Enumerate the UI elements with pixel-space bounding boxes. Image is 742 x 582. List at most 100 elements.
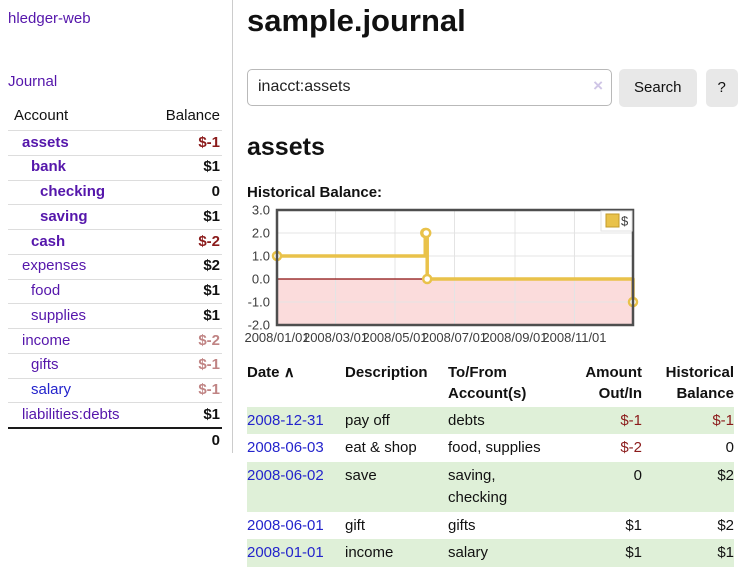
svg-text:$: $ [621, 213, 629, 228]
register-table: Date ∧ Description To/From Account(s) Am… [247, 359, 734, 568]
transaction-balance: $2 [717, 516, 734, 534]
transaction-date-link[interactable]: 2008-06-01 [247, 516, 324, 534]
transaction-amount: $-1 [620, 411, 642, 429]
svg-text:-1.0: -1.0 [248, 294, 270, 309]
account-row: checking 0 [8, 179, 222, 205]
transaction-description: gift [345, 516, 366, 534]
account-link[interactable]: expenses [22, 257, 87, 275]
accounts-total-row: 0 [8, 427, 222, 453]
app-title-link[interactable]: hledger-web [8, 10, 91, 27]
transaction-description: eat & shop [345, 439, 417, 457]
account-link[interactable]: income [22, 331, 71, 349]
search-input[interactable] [247, 68, 612, 106]
account-balance: $1 [145, 402, 222, 428]
svg-text:3.0: 3.0 [252, 202, 270, 217]
account-row: liabilities:debts $1 [8, 402, 222, 428]
register-header-date[interactable]: Date ∧ [247, 359, 345, 407]
account-row: supplies $1 [8, 303, 222, 329]
account-link[interactable]: assets [22, 133, 69, 151]
account-row: salary $-1 [8, 377, 222, 403]
account-row: cash $-2 [8, 229, 222, 255]
account-title: assets [247, 132, 325, 161]
register-header-row: Date ∧ Description To/From Account(s) Am… [247, 359, 734, 407]
svg-text:2008/11/01: 2008/11/01 [542, 330, 606, 345]
svg-text:1.0: 1.0 [252, 248, 270, 263]
transaction-row: 2008-06-02 save saving, checking 0 $2 [247, 462, 734, 512]
register-header-balance: Historical Balance [665, 363, 734, 402]
accounts-table: Account Balance assets $-1 bank $1 check… [8, 104, 222, 453]
sidebar: hledger-web Journal Account Balance asse… [0, 0, 233, 453]
app-window: hledger-web Journal Account Balance asse… [0, 0, 742, 568]
account-link[interactable]: cash [31, 232, 66, 250]
historical-balance-chart: 3.0 2.0 1.0 0.0 -1.0 -2.02008/01/012008/03/01… [244, 202, 639, 345]
transaction-row: 2008-06-01 gift gifts $1 $2 [247, 512, 734, 540]
account-balance: $1 [145, 303, 222, 329]
account-balance: $-2 [145, 229, 222, 255]
transaction-row: 2008-06-03 eat & shop food, supplies $-2… [247, 434, 734, 462]
account-link[interactable]: supplies [31, 306, 87, 324]
search-help-button[interactable]: ? [705, 68, 738, 107]
accounts-total-value: 0 [145, 427, 222, 453]
svg-text:2008/09/01: 2008/09/01 [482, 330, 547, 345]
transaction-amount: $1 [625, 516, 642, 534]
register-header-accounts: To/From Account(s) [448, 363, 527, 402]
account-link[interactable]: food [31, 282, 61, 299]
account-balance: $1 [145, 154, 222, 180]
account-link[interactable]: gifts [31, 356, 59, 374]
transaction-accounts: food, supplies [448, 439, 541, 457]
chart-label: Historical Balance: [247, 183, 383, 201]
transaction-balance: $1 [717, 544, 734, 562]
transaction-balance: $2 [717, 467, 734, 485]
sidebar-item-journal[interactable]: Journal [8, 73, 58, 90]
accounts-header-account: Account [14, 107, 69, 124]
transaction-balance: $-1 [712, 411, 734, 429]
search-field-wrap: × [247, 68, 612, 107]
transaction-row: 2008-01-01 income salary $1 $1 [247, 539, 734, 568]
search-button[interactable]: Search [619, 68, 697, 107]
svg-text:2008/07/01: 2008/07/01 [422, 330, 487, 345]
transaction-amount: 0 [633, 467, 642, 485]
transaction-date-link[interactable]: 2008-01-01 [247, 544, 324, 562]
transaction-amount: $-2 [620, 439, 642, 457]
app-title: hledger-web [8, 10, 222, 27]
transaction-description: pay off [345, 411, 390, 429]
account-link[interactable]: salary [31, 381, 72, 398]
transaction-row: 2008-12-31 pay off debts $-1 $-1 [247, 406, 734, 435]
account-row: income $-2 [8, 328, 222, 354]
account-row: bank $1 [8, 154, 222, 180]
account-balance: $-1 [145, 352, 222, 378]
account-link[interactable]: liabilities:debts [22, 405, 120, 423]
account-link[interactable]: saving [40, 207, 88, 225]
account-balance: $-1 [145, 377, 222, 403]
account-link[interactable]: bank [31, 158, 67, 176]
transaction-accounts: saving, checking [448, 467, 508, 506]
page-title: sample.journal [247, 3, 466, 38]
accounts-header-balance: Balance [165, 107, 220, 124]
transaction-accounts: debts [448, 411, 485, 429]
date-header-label: Date [247, 363, 280, 381]
register-header-description: Description [345, 363, 428, 381]
transaction-accounts: salary [448, 544, 489, 562]
account-link[interactable]: checking [40, 183, 106, 200]
transaction-balance: 0 [725, 439, 734, 457]
transaction-amount: $1 [625, 544, 642, 562]
main-content: sample.journal × Search ? assets Histori… [233, 0, 742, 568]
clear-search-icon[interactable]: × [593, 75, 603, 95]
sort-ascending-icon: ∧ [283, 363, 295, 381]
svg-text:2.0: 2.0 [252, 225, 270, 240]
svg-text:-2.0: -2.0 [248, 317, 270, 332]
account-balance: $-2 [145, 328, 222, 354]
transaction-date-link[interactable]: 2008-06-03 [247, 439, 324, 457]
account-balance: $2 [145, 253, 222, 279]
account-row: assets $-1 [8, 130, 222, 156]
transaction-date-link[interactable]: 2008-12-31 [247, 411, 324, 429]
register-header-amount: Amount Out/In [585, 363, 642, 402]
journal-nav: Journal [8, 73, 222, 90]
account-row: expenses $2 [8, 253, 222, 279]
transaction-description: save [345, 467, 377, 485]
svg-text:2008/01/01: 2008/01/01 [244, 330, 309, 345]
svg-text:2008/05/01: 2008/05/01 [362, 330, 427, 345]
transaction-date-link[interactable]: 2008-06-02 [247, 467, 324, 485]
account-balance: 0 [145, 179, 222, 205]
svg-text:2008/03/01: 2008/03/01 [303, 330, 368, 345]
